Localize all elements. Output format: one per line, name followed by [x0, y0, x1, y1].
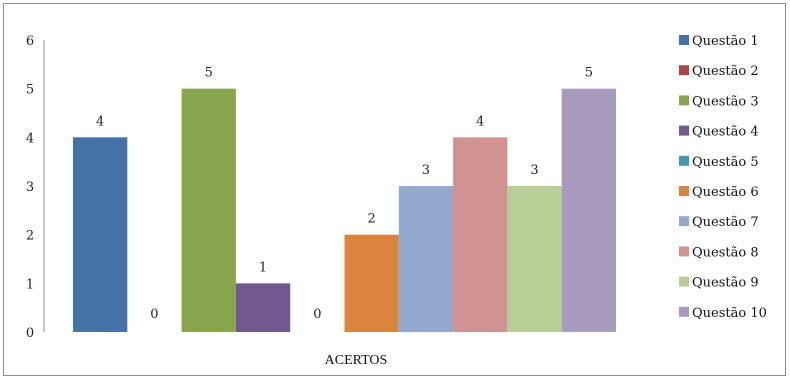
legend-label: Questão 5 — [692, 155, 759, 170]
legend-swatch — [679, 155, 689, 166]
y-tick-label: 5 — [26, 83, 34, 98]
legend-swatch — [679, 65, 689, 76]
legend-label: Questão 1 — [692, 34, 759, 49]
data-label-questao-10: 5 — [585, 66, 593, 81]
legend-item-questao-9: Questão 9 — [679, 276, 759, 291]
axis-layer: 0 1 2 3 4 5 6 ACERTOS — [26, 34, 387, 368]
bar-questao-8 — [453, 137, 508, 332]
legend-label: Questão 8 — [692, 245, 759, 260]
legend-label: Questão 7 — [692, 215, 759, 230]
y-tick-label: 1 — [26, 277, 34, 292]
data-label-questao-5: 0 — [313, 307, 321, 322]
data-label-questao-6: 2 — [368, 212, 376, 227]
legend-item-questao-4: Questão 4 — [679, 125, 759, 140]
bar-questao-6 — [344, 234, 399, 332]
legend: Questão 1 Questão 2 Questão 3 Questão 4 Ques… — [679, 34, 767, 321]
legend-item-questao-7: Questão 7 — [679, 215, 759, 230]
legend-label: Questão 2 — [692, 64, 759, 79]
bars-layer — [73, 88, 616, 333]
legend-swatch — [679, 216, 689, 227]
y-tick-label: 6 — [26, 34, 34, 49]
bar-questao-4 — [235, 283, 291, 332]
legend-swatch — [679, 276, 689, 287]
bar-questao-3 — [181, 88, 236, 333]
legend-swatch — [679, 95, 689, 106]
legend-item-questao-3: Questão 3 — [679, 94, 759, 109]
legend-swatch — [679, 186, 689, 196]
x-axis-label: ACERTOS — [325, 353, 388, 368]
legend-item-questao-2: Questão 2 — [679, 64, 759, 79]
legend-label: Questão 4 — [692, 125, 759, 140]
legend-item-questao-8: Questão 8 — [679, 245, 759, 260]
legend-label: Questão 3 — [692, 94, 759, 109]
legend-swatch — [679, 246, 689, 257]
legend-swatch — [679, 306, 689, 317]
legend-item-questao-10: Questão 10 — [679, 306, 767, 321]
legend-swatch — [679, 125, 689, 136]
data-label-questao-4: 1 — [259, 260, 267, 275]
data-label-questao-2: 0 — [150, 307, 158, 322]
legend-label: Questão 10 — [692, 306, 767, 321]
y-tick-label: 0 — [26, 326, 34, 341]
legend-item-questao-1: Questão 1 — [679, 34, 759, 49]
data-label-questao-1: 4 — [96, 114, 104, 129]
legend-label: Questão 6 — [692, 185, 759, 200]
y-tick-label: 4 — [26, 131, 34, 146]
bar-questao-7 — [398, 186, 454, 332]
data-label-questao-7: 3 — [422, 163, 430, 178]
bar-questao-9 — [507, 186, 562, 332]
bar-questao-1 — [73, 137, 128, 332]
legend-item-questao-6: Questão 6 — [679, 185, 759, 200]
data-label-questao-3: 5 — [205, 66, 213, 81]
legend-swatch — [679, 35, 689, 45]
data-label-questao-9: 3 — [530, 163, 538, 178]
legend-label: Questão 9 — [692, 276, 759, 291]
data-label-questao-8: 4 — [476, 114, 484, 129]
y-tick-label: 2 — [26, 229, 34, 244]
bar-questao-10 — [561, 88, 616, 333]
legend-item-questao-5: Questão 5 — [679, 155, 759, 170]
y-tick-label: 3 — [26, 180, 34, 195]
